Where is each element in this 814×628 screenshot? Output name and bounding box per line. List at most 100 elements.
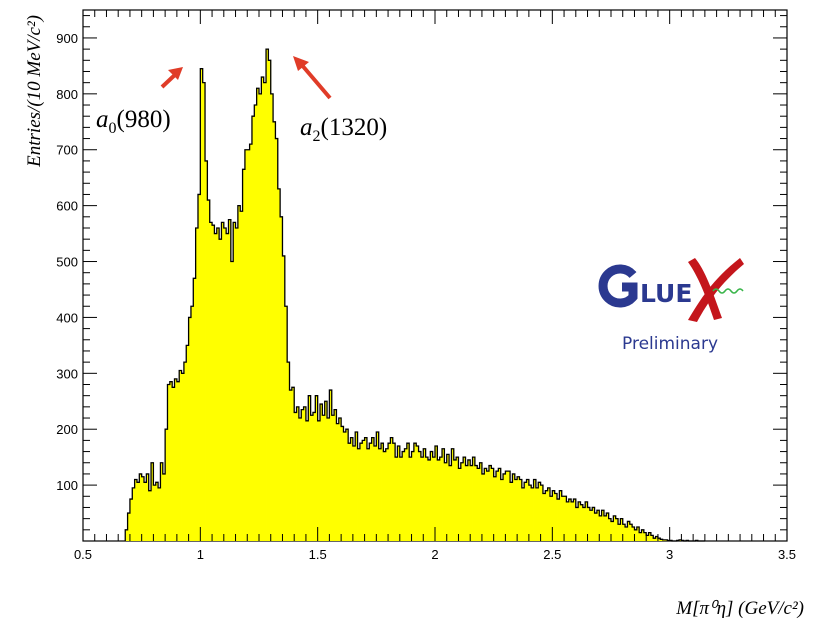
histogram-bar [148, 490, 152, 541]
histogram-bar [538, 482, 541, 541]
x-tick-label: 3.5 [778, 547, 796, 562]
histogram-bar [519, 479, 523, 541]
histogram-bar [615, 518, 619, 541]
histogram-bar [575, 507, 579, 541]
histogram-bar [181, 373, 185, 541]
histogram-bar [280, 216, 283, 541]
histogram-bar [244, 149, 248, 542]
histogram-bar [460, 462, 464, 541]
histogram-bar [503, 473, 506, 541]
histogram-bar [345, 429, 349, 541]
histogram-bar [266, 49, 269, 541]
histogram-bar [646, 535, 649, 541]
histogram-bar [573, 499, 577, 541]
histogram-bar [235, 227, 239, 542]
histogram-bar [219, 239, 222, 542]
histogram-bar [580, 504, 584, 541]
arrow-a2 [293, 56, 332, 100]
histogram-bar [451, 448, 455, 541]
histogram-bar [622, 524, 626, 541]
histogram-bar [359, 443, 363, 541]
arrow-a0 [160, 67, 183, 89]
histogram-bar [533, 479, 537, 541]
histogram-bar [195, 227, 199, 542]
histogram-bar [528, 485, 532, 541]
histogram-bar [259, 93, 262, 541]
histogram-bar [437, 459, 441, 541]
histogram-bar [327, 418, 330, 541]
histogram-bar [144, 482, 147, 541]
histogram-bar [521, 487, 525, 541]
histogram-bar [294, 412, 297, 541]
histogram-bar [613, 515, 617, 541]
histogram-bar [517, 476, 520, 541]
histogram-bar [627, 521, 631, 541]
y-tick-label: 300 [56, 366, 78, 381]
histogram-bar [125, 529, 128, 541]
x-tick-label: 3 [666, 547, 673, 562]
y-tick-label: 800 [56, 87, 78, 102]
histogram-bar [608, 518, 612, 541]
histogram-bar [237, 205, 241, 541]
histogram-bar [369, 443, 373, 541]
histogram-bar [554, 493, 558, 541]
histogram-bar [254, 105, 258, 542]
histogram-bar [146, 473, 150, 541]
histogram-bar [474, 465, 478, 541]
histogram-outline [124, 48, 705, 542]
x-tick-label: 2.5 [543, 547, 561, 562]
histogram-bar [320, 404, 323, 541]
histogram-bar [552, 490, 556, 541]
histogram-bar [383, 451, 387, 541]
histogram-bar [338, 418, 342, 541]
histogram-bar [155, 482, 159, 541]
histogram-bar [334, 409, 337, 541]
histogram-bar [362, 440, 365, 541]
histogram-bar [578, 501, 581, 541]
histogram-bar [169, 381, 173, 541]
histogram-bar [355, 432, 358, 541]
histogram-bar [599, 515, 603, 541]
histogram-bar [442, 448, 445, 541]
histogram-bar [251, 116, 255, 541]
histogram-bar [498, 468, 502, 541]
histogram-bar [165, 429, 168, 541]
histogram-bar [636, 527, 640, 541]
histogram-bar [324, 401, 328, 541]
histogram-bar [639, 532, 642, 541]
histogram-bar [418, 451, 422, 541]
logo-x-letter-2 [688, 258, 722, 320]
histogram-bar [571, 501, 574, 541]
histogram-bar [559, 490, 563, 541]
histogram-bar [223, 227, 227, 542]
histogram-bar [205, 160, 208, 542]
histogram-bar [470, 465, 473, 541]
histogram-bar [179, 370, 182, 541]
histogram-bar [141, 476, 145, 541]
histogram-bar [545, 490, 549, 541]
histogram-bar [435, 445, 438, 541]
histogram-bar [209, 222, 213, 541]
histogram-bar [167, 384, 171, 541]
histogram-bar [226, 233, 229, 541]
histogram-bar [446, 454, 450, 541]
histogram-bar [524, 482, 527, 541]
histogram-bar [526, 479, 530, 541]
histogram-bar [444, 462, 448, 541]
y-tick-label: 500 [56, 255, 78, 270]
histogram-bar [547, 487, 551, 541]
histogram-bar [496, 471, 499, 541]
histogram-bar [641, 529, 645, 541]
histogram-bar [458, 468, 462, 541]
histogram-bar [151, 462, 154, 541]
histogram-bar [477, 468, 480, 541]
histogram-bar [472, 457, 476, 541]
histogram-bar [212, 225, 215, 541]
histogram-bar [183, 362, 187, 541]
histogram-bar [336, 423, 340, 541]
logo-g-letter [598, 264, 638, 308]
histogram-bar [657, 538, 661, 541]
histogram-bar [153, 485, 157, 541]
x-tick-label: 0.5 [74, 547, 92, 562]
histogram-bar [510, 482, 513, 541]
